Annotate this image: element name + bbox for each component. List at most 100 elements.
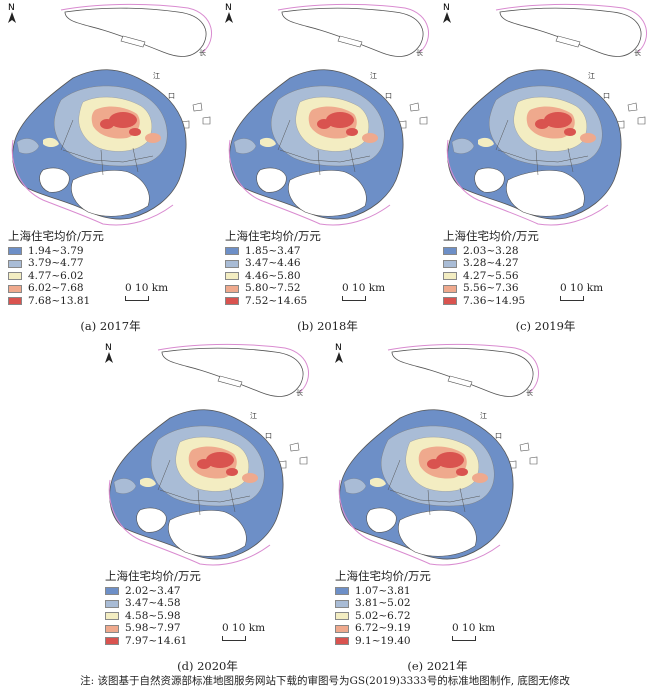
- small-island: [120, 35, 146, 48]
- shanghai-map: 长 江 口: [338, 343, 539, 566]
- price-hotspot: [362, 133, 378, 143]
- legend-range: 4.27~5.56: [463, 269, 519, 282]
- scale-label: 0 10 km: [452, 622, 496, 634]
- north-label: N: [8, 3, 15, 13]
- southern-district: [366, 507, 397, 533]
- legend-swatch: [105, 612, 119, 621]
- legend-swatch: [443, 259, 457, 268]
- boundary-line: [60, 3, 212, 53]
- panel-caption: (e) 2021年: [407, 659, 468, 673]
- north-arrow: N: [440, 2, 454, 27]
- legend-title: 上海住宅均价/万元: [225, 229, 321, 243]
- north-arrow-icon: N: [225, 3, 233, 23]
- small-island: [337, 35, 363, 48]
- small-island: [419, 116, 428, 125]
- river-label-chang: 长: [199, 48, 206, 57]
- southern-district: [136, 507, 167, 533]
- legend-swatch: [335, 599, 349, 608]
- district-line: [495, 119, 589, 176]
- legend-item: 7.68~13.81: [8, 295, 104, 308]
- legend-swatch: [335, 624, 349, 633]
- legend-item: 1.94~3.79: [8, 245, 104, 258]
- boundary-line: [446, 139, 609, 226]
- boundary-line: [228, 139, 391, 226]
- district-line: [60, 119, 154, 176]
- price-hotspot: [535, 119, 549, 129]
- price-hotspot: [427, 459, 441, 469]
- southern-district: [71, 170, 150, 217]
- scale-bar-graphic: [452, 636, 476, 641]
- legend-swatch: [105, 624, 119, 633]
- panel-caption: (a) 2017年: [80, 319, 141, 333]
- boundary-line: [157, 343, 309, 393]
- river-label-kou: 口: [495, 432, 502, 440]
- legend: 上海住宅均价/万元 2.03~3.28 3.28~4.27 4.27~5.56 5.5…: [443, 230, 539, 308]
- legend-swatch: [225, 247, 239, 256]
- legend-item: 5.56~7.36: [443, 282, 539, 296]
- legend-swatch: [8, 259, 22, 268]
- legend-swatch: [8, 272, 22, 281]
- footnote: 注: 该图基于自然资源部标准地图服务网站下载的审图号为GS(2019)3333号…: [80, 675, 570, 687]
- legend-item: 7.97~14.61: [105, 635, 201, 648]
- legend-range: 3.28~4.27: [463, 257, 519, 270]
- legend-item: 6.72~9.19: [335, 622, 431, 636]
- legend-item: 5.80~7.52: [225, 282, 321, 296]
- legend-item: 7.52~14.65: [225, 295, 321, 308]
- legend-item: 6.02~7.68: [8, 282, 104, 296]
- price-hotspot: [472, 473, 488, 483]
- legend: 上海住宅均价/万元 2.02~3.47 3.47~4.58 4.58~5.98 5.9…: [105, 570, 201, 648]
- river-label-kou: 口: [385, 92, 392, 100]
- southern-district: [256, 167, 287, 193]
- scale-bar-graphic: [125, 296, 149, 301]
- small-island: [519, 442, 530, 452]
- small-island: [409, 102, 420, 112]
- legend: 上海住宅均价/万元 1.94~3.79 3.79~4.77 4.77~6.02 6.0…: [8, 230, 104, 308]
- legend-range: 9.1~19.40: [355, 634, 411, 647]
- legend-item: 3.47~4.46: [225, 257, 321, 271]
- map-panel-2020: 长 江 口 N 上海住宅均价/万元 2.02~3.47 3.47~4.58 4.58…: [100, 340, 315, 675]
- boundary-line: [495, 3, 647, 53]
- price-hotspot: [544, 112, 572, 128]
- river-label-jiang: 江: [250, 412, 257, 420]
- legend-item: 1.85~3.47: [225, 245, 321, 258]
- north-label: N: [335, 343, 342, 353]
- legend-swatch: [8, 247, 22, 256]
- legend-swatch: [8, 297, 22, 306]
- legend-item: 4.27~5.56: [443, 270, 539, 283]
- southern-district: [168, 510, 247, 557]
- scale-label: 0 10 km: [125, 282, 169, 294]
- legend-swatch: [105, 599, 119, 608]
- legend-range: 4.46~5.80: [245, 269, 301, 282]
- legend-title: 上海住宅均价/万元: [335, 569, 431, 583]
- river-label-chang: 长: [634, 48, 641, 57]
- legend-item: 2.02~3.47: [105, 585, 201, 598]
- legend-range: 2.03~3.28: [463, 244, 519, 257]
- legend-item: 5.98~7.97: [105, 622, 201, 636]
- north-arrow: N: [102, 342, 116, 367]
- small-island: [289, 442, 300, 452]
- legend-range: 7.52~14.65: [245, 294, 308, 307]
- panel-caption: (b) 2018年: [297, 319, 358, 333]
- price-zone: [113, 478, 137, 494]
- legend-item: 2.03~3.28: [443, 245, 539, 258]
- scale-bar: 0 10 km: [222, 622, 265, 641]
- legend-title: 上海住宅均价/万元: [105, 569, 201, 583]
- scale-bar-graphic: [342, 296, 366, 301]
- southern-district: [506, 170, 585, 217]
- legend-title: 上海住宅均价/万元: [443, 229, 539, 243]
- legend-item: 3.79~4.77: [8, 257, 104, 271]
- scale-bar-graphic: [560, 296, 584, 301]
- legend-range: 1.94~3.79: [28, 244, 84, 257]
- north-arrow-icon: N: [443, 3, 451, 23]
- price-hotspot: [436, 452, 464, 468]
- legend-range: 3.81~5.02: [355, 597, 411, 610]
- legend-item: 1.07~3.81: [335, 585, 431, 598]
- southern-district: [474, 167, 505, 193]
- price-hotspot: [580, 133, 596, 143]
- scale-bar: 0 10 km: [560, 282, 603, 301]
- price-zone: [343, 478, 367, 494]
- legend-item: 4.77~6.02: [8, 270, 104, 283]
- chongming-island: [391, 347, 534, 397]
- legend-range: 6.02~7.68: [28, 282, 84, 295]
- river-label-chang: 长: [296, 388, 303, 397]
